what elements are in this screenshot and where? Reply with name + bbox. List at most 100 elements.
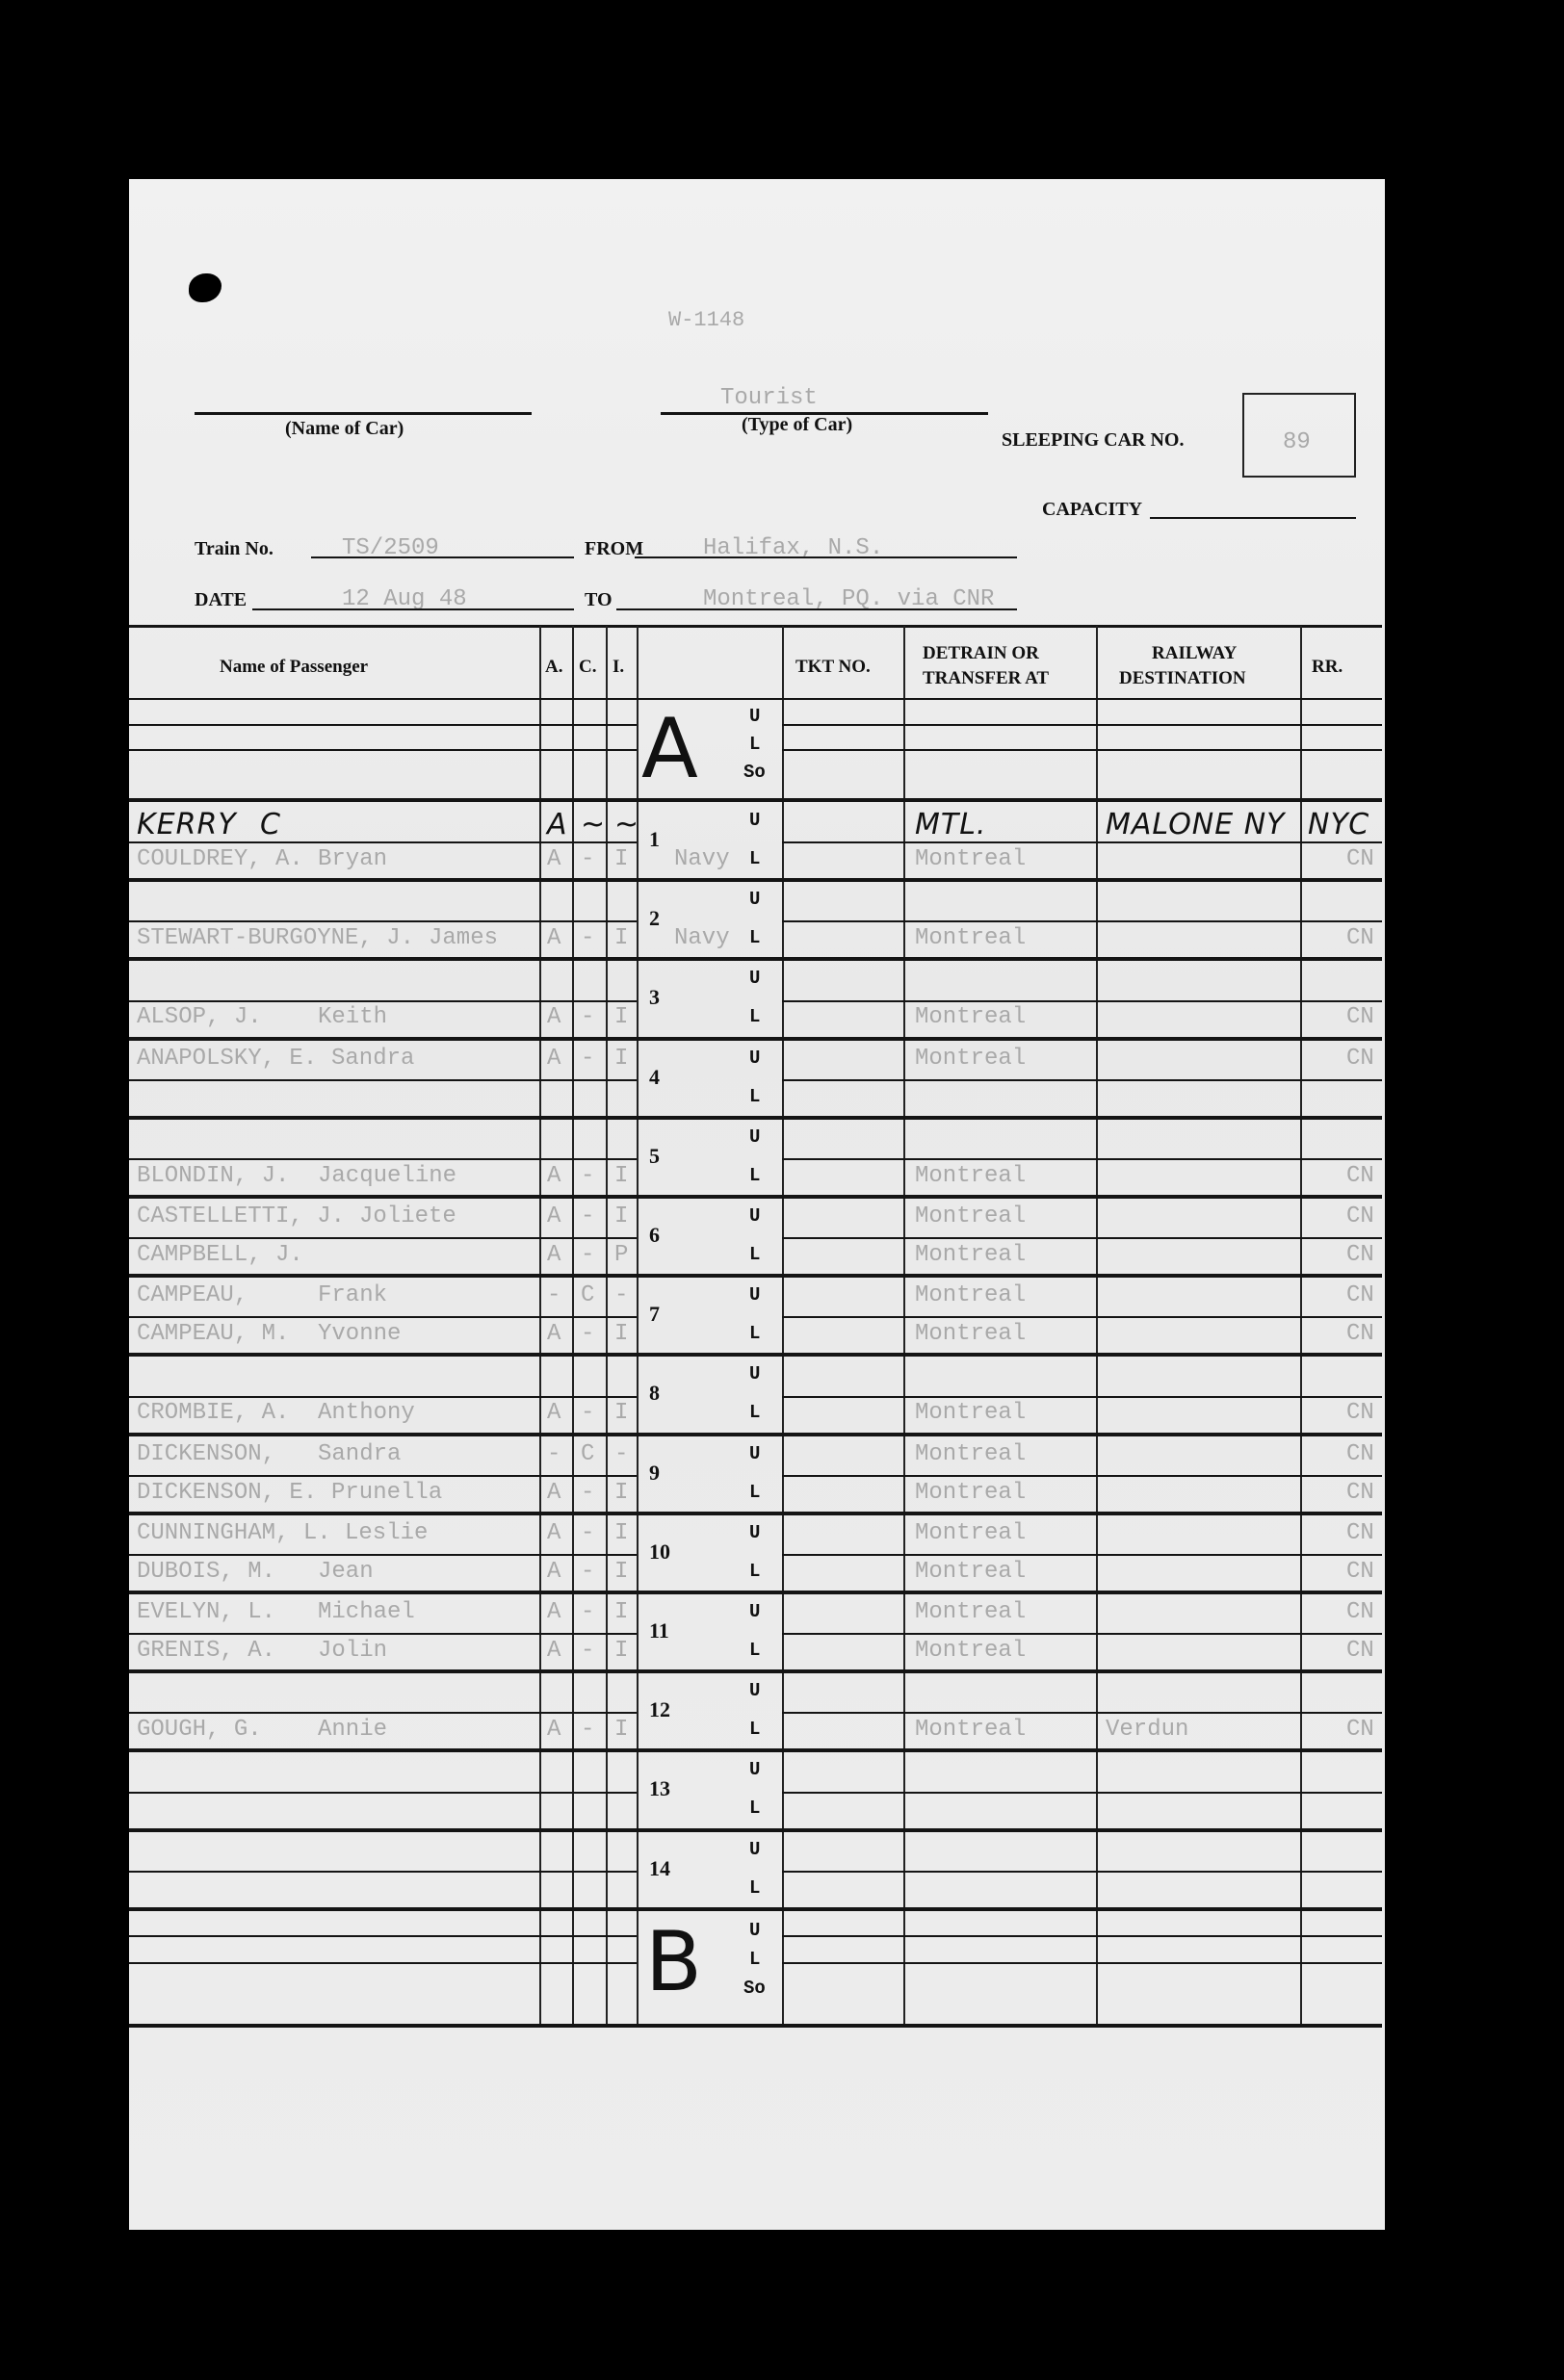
berth-mid-line [782,920,1382,922]
berth-number: 1 [649,827,660,851]
name-of-car-label: (Name of Car) [285,418,404,439]
sleeping-car-label: SLEEPING CAR NO. [1002,429,1185,451]
berth-mark-u: U [749,1680,761,1701]
berth-number: 6 [649,1223,660,1247]
passenger-given-name: Joliete [359,1203,456,1229]
berth-mid-line [782,1712,1382,1714]
adult-code: A [547,1638,561,1664]
column-divider [1300,626,1302,2024]
section-b-letter: B [645,1913,702,2010]
berth-number: 4 [649,1065,660,1089]
section-b-mark: U [749,1919,761,1941]
header-rr: RR. [1312,657,1343,677]
berth-mid-line [129,1712,637,1714]
railroad-code: CN [1346,1242,1374,1268]
passenger-given-name: C [260,808,281,841]
berth-mid-line [129,1237,637,1239]
child-code: - [581,1004,595,1030]
passenger-surname: GOUGH, G. [137,1717,262,1743]
detrain-at: Montreal [915,1638,1027,1664]
child-code: - [581,1520,595,1546]
berth-number: 13 [649,1776,670,1800]
berth-divider [129,1828,1382,1832]
berth-number: 2 [649,906,660,930]
passenger-given-name: Yvonne [318,1321,402,1347]
berth-mid-line [782,1316,1382,1318]
passenger-given-name: Frank [318,1282,388,1308]
detrain-at: Montreal [915,1717,1027,1743]
passenger-surname: CUNNINGHAM, L. [137,1520,331,1546]
adult-code: A [547,1004,561,1030]
child-code: - [581,1046,595,1072]
child-code: - [581,1638,595,1664]
berth-mark-l: L [749,1482,761,1503]
child-code: - [581,846,595,872]
child-code: C [581,1441,595,1467]
infant-code: P [614,1242,629,1268]
berth-mid-line [129,1158,637,1160]
child-code: - [581,925,595,951]
type-of-car-value: Tourist [720,385,818,411]
adult-code: A [547,846,561,872]
berth-mark-u: U [749,1284,761,1306]
infant-code: I [614,1638,629,1664]
berth-mid-line [129,1871,637,1873]
berth-mark-l: L [749,1323,761,1344]
berth-mark-u: U [749,1839,761,1860]
adult-code: A [547,1559,561,1585]
detrain-at: Montreal [915,1282,1027,1308]
passenger-surname: ANAPOLSKY, E. [137,1046,318,1072]
column-divider [903,626,905,2024]
detrain-at: Montreal [915,1480,1027,1506]
section-a-line [129,724,637,726]
berth-mid-line [782,841,1382,843]
berth-mark-u: U [749,1443,761,1464]
child-code: - [581,1599,595,1625]
train-line [311,556,574,558]
column-divider [1096,626,1098,2024]
berth-mark-l: L [749,927,761,948]
railroad-code: CN [1346,1638,1374,1664]
berth-mid-line [129,1792,637,1794]
infant-code: - [614,1282,629,1308]
berth-mark-u: U [749,889,761,910]
sleeping-car-box [1242,393,1356,478]
railroad-code: CN [1346,1282,1374,1308]
berth-mark-l: L [749,1402,761,1423]
section-b-line [129,1961,637,1964]
detrain-at: Montreal [915,1520,1027,1546]
railroad-code: CN [1346,1203,1374,1229]
berth-mark-u: U [749,1048,761,1069]
berth-divider [129,1037,1382,1041]
berth-mid-line [129,1396,637,1398]
berth-mid-line [782,1792,1382,1794]
section-a-line [129,749,637,751]
section-b-line [129,1934,637,1937]
section-a-line [782,724,1382,726]
berth-divider [129,1591,1382,1594]
adult-code: A [547,808,568,841]
adult-code: A [547,1242,561,1268]
passenger-manifest-page [129,179,1385,2230]
header-detrain-1: DETRAIN OR [923,643,1039,663]
header-detrain-2: TRANSFER AT [923,668,1050,688]
header-bottom-line [129,698,1382,700]
berth-mark-u: U [749,1759,761,1780]
berth-divider [129,798,1382,802]
child-code: - [581,1480,595,1506]
infant-code: I [614,1559,629,1585]
passenger-given-name: Anthony [318,1400,415,1426]
berth-number: 14 [649,1856,670,1880]
passenger-surname: EVELYN, L. [137,1599,276,1625]
infant-code: I [614,1400,629,1426]
child-code: - [581,1559,595,1585]
berth-mark-l: L [749,1006,761,1027]
passenger-surname: CAMPEAU, M. [137,1321,290,1347]
detrain-at: Montreal [915,1046,1027,1072]
table-bottom-border [129,2024,1382,2028]
form-number: W-1148 [668,308,745,332]
berth-number: 8 [649,1381,660,1405]
passenger-given-name: Annie [318,1717,388,1743]
berth-mid-line [782,1554,1382,1556]
passenger-given-name: James [429,925,499,951]
